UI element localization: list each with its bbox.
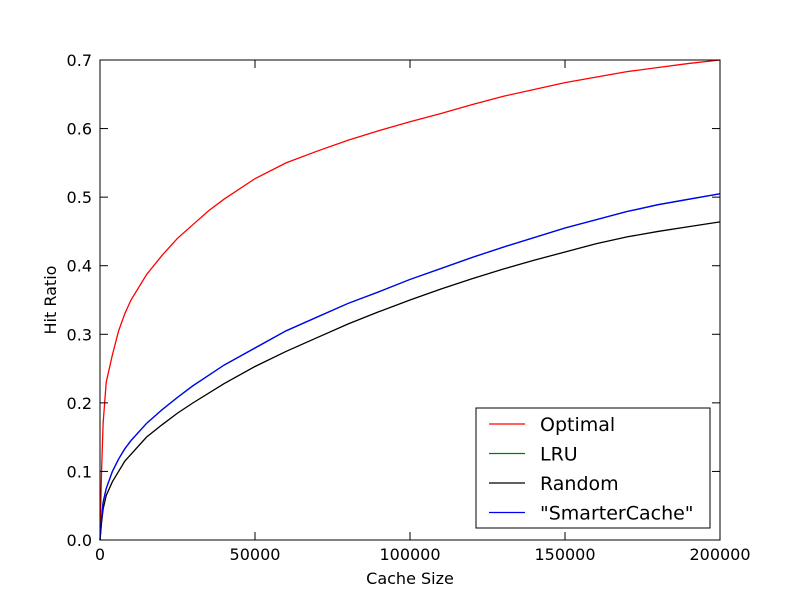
series-line-0 [99,59,721,541]
tick-layer: 0 50000 100000 150000 200000 0.0 0.1 0.2 0.3 0.4 0… [67,51,751,564]
x-tick-label: 100000 [379,545,440,564]
x-axis-label: Cache Size [366,569,454,588]
x-tick-label: 200000 [689,545,750,564]
legend-label-1: LRU [540,444,578,466]
series-layer [99,59,721,541]
y-tick-label: 0.7 [67,51,92,70]
legend: Optimal LRU Random "SmarterCache" [475,407,711,529]
y-tick-label: 0.5 [67,188,92,207]
y-axis-label: Hit Ratio [41,266,60,335]
legend-box [475,407,711,529]
series-line-3 [99,193,721,541]
x-tick-label: 0 [95,545,105,564]
legend-label-2: Random [540,473,619,495]
y-tick-label: 0.3 [67,325,92,344]
series-line-2 [99,221,721,541]
y-tick-label: 0.1 [67,462,92,481]
y-tick-label: 0.6 [67,120,92,139]
y-tick-label: 0.4 [67,257,92,276]
x-tick-label: 150000 [534,545,595,564]
legend-items: Optimal LRU Random "SmarterCache" [489,414,694,525]
x-tick-label: 50000 [230,545,281,564]
legend-label-0: Optimal [540,414,615,436]
y-tick-label: 0.2 [67,394,92,413]
legend-label-3: "SmarterCache" [540,503,694,525]
y-tick-label: 0.0 [67,531,92,550]
